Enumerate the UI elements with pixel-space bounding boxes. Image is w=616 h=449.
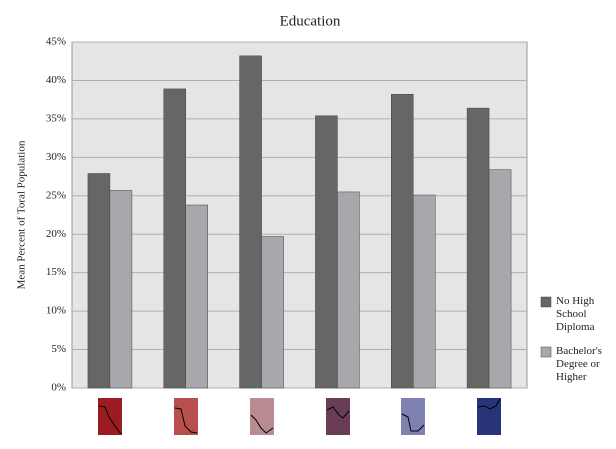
y-tick-label: 35% [46, 112, 66, 124]
legend-swatch [540, 296, 552, 308]
chart-title: Education [280, 13, 341, 29]
y-tick-label: 10% [46, 305, 66, 317]
y-tick-label: 40% [46, 74, 66, 86]
bar [413, 194, 436, 389]
category-icons [98, 398, 501, 435]
bar [315, 115, 338, 389]
bar [109, 190, 133, 389]
legend-label: No High School Diploma [556, 295, 595, 333]
plot-area [71, 41, 528, 389]
bar [466, 107, 490, 389]
legend-swatch [540, 346, 552, 358]
y-tick-label: 45% [46, 36, 66, 48]
y-axis-label: Mean Percent of Toral Population [16, 140, 28, 289]
bar [185, 204, 208, 389]
bar [163, 88, 186, 389]
bar [391, 94, 414, 389]
y-tick-label: 20% [46, 228, 66, 240]
y-tick-label: 30% [46, 151, 66, 163]
bar [261, 236, 284, 389]
y-tick-label: 0% [51, 382, 66, 394]
y-tick-label: 5% [51, 343, 66, 355]
bar [239, 55, 262, 389]
bar [337, 191, 360, 389]
bar [87, 173, 111, 389]
y-tick-label: 25% [46, 189, 66, 201]
y-tick-label: 15% [46, 266, 66, 278]
bar [488, 169, 512, 389]
legend-label: Bachelor's Degree or Higher [556, 345, 602, 383]
